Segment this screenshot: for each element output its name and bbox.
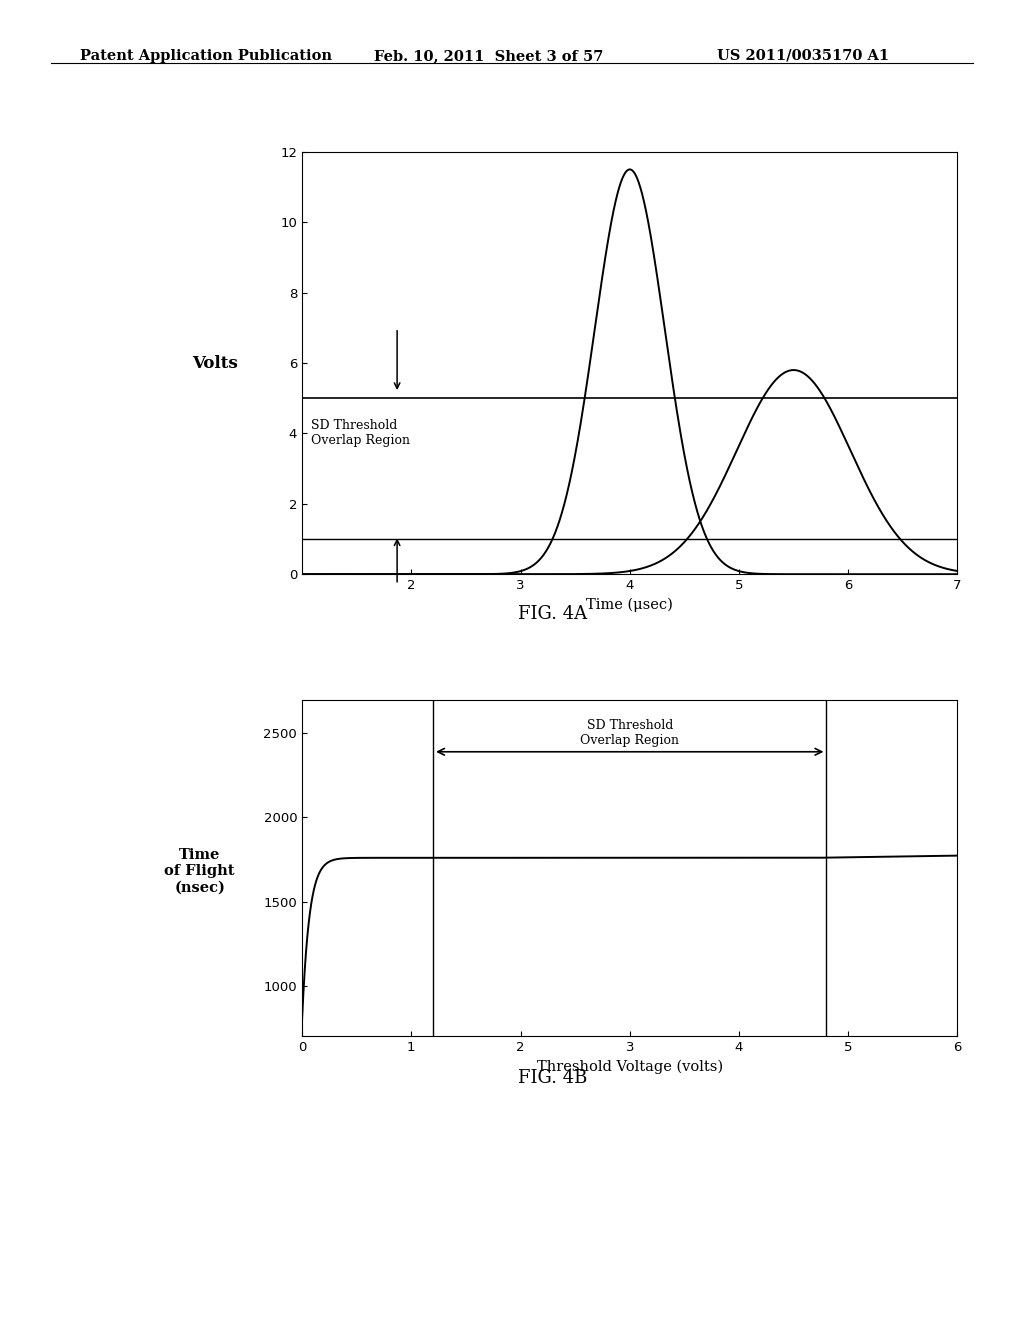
Text: Time
of Flight
(nsec): Time of Flight (nsec) [165,847,234,895]
Text: FIG. 4B: FIG. 4B [518,1069,588,1088]
X-axis label: Threshold Voltage (volts): Threshold Voltage (volts) [537,1060,723,1074]
Text: SD Threshold
Overlap Region: SD Threshold Overlap Region [581,718,679,747]
Text: SD Threshold
Overlap Region: SD Threshold Overlap Region [311,420,410,447]
Text: FIG. 4A: FIG. 4A [518,605,588,623]
X-axis label: Time (μsec): Time (μsec) [587,598,673,612]
Text: Volts: Volts [193,355,238,371]
Text: US 2011/0035170 A1: US 2011/0035170 A1 [717,49,889,63]
Text: Patent Application Publication: Patent Application Publication [80,49,332,63]
Text: Feb. 10, 2011  Sheet 3 of 57: Feb. 10, 2011 Sheet 3 of 57 [374,49,603,63]
